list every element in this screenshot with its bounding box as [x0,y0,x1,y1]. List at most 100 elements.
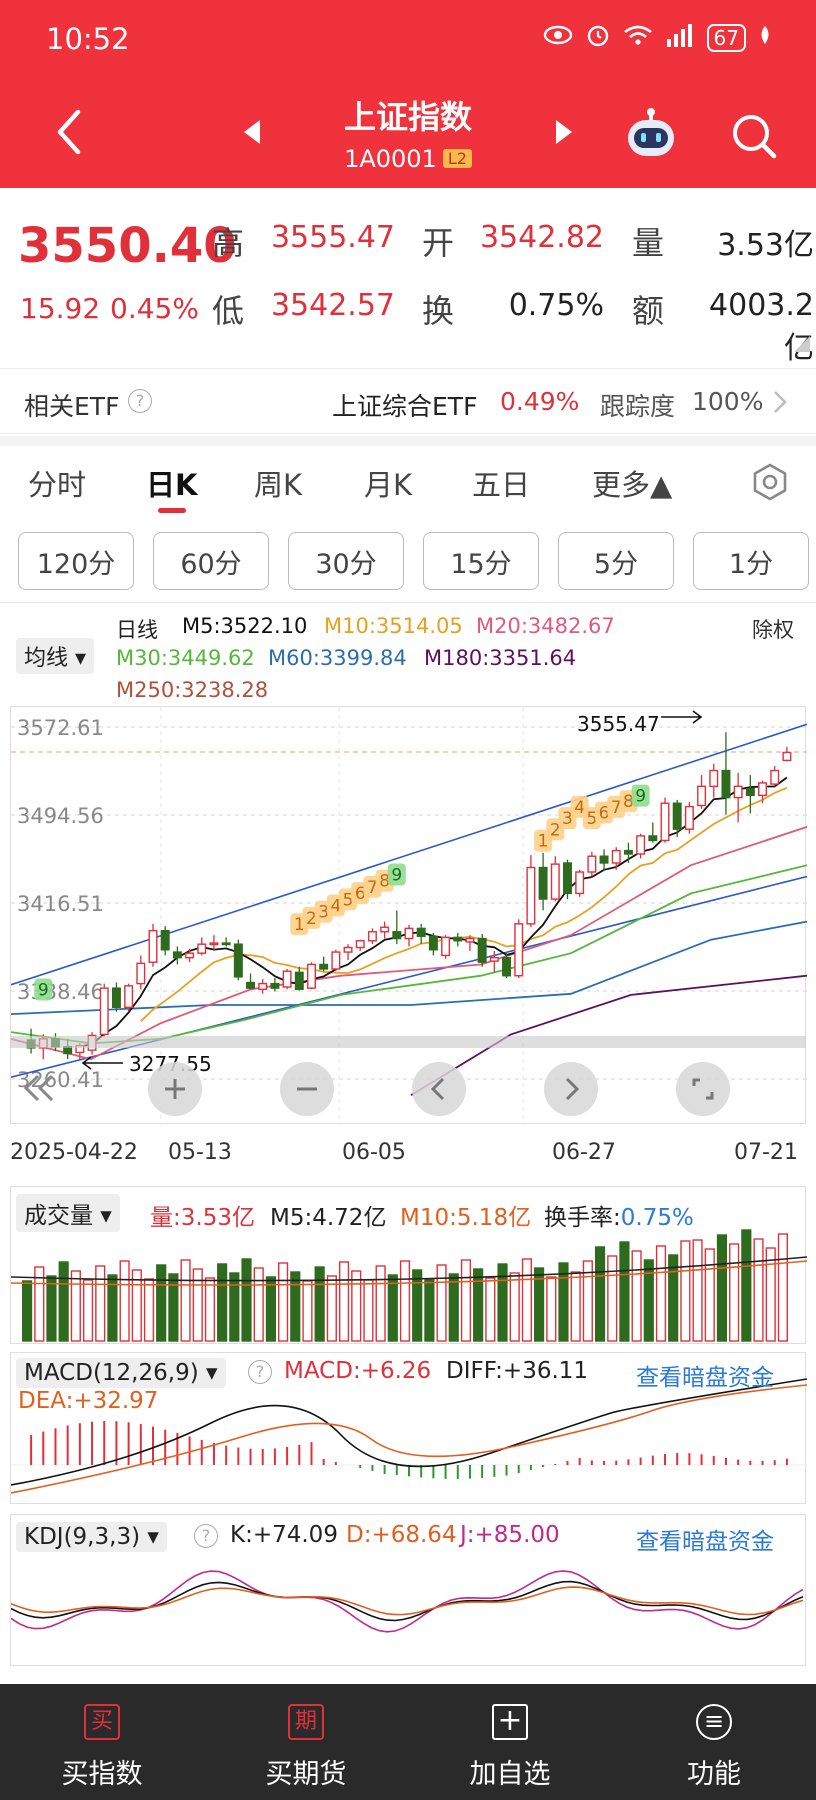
volume-bar-up [436,1264,447,1342]
period-tab-5min[interactable]: 5分 [558,532,674,590]
fullscreen-button[interactable] [676,1062,730,1116]
volume-value: 3.53亿 [717,228,814,263]
tab-daily-k[interactable]: 日K [146,468,198,502]
chart-type-tabs: 分时 日K 周K 月K 五日 更多▲ [0,452,816,522]
volume-bar-up [338,1261,350,1342]
volume-bar-up [655,1245,667,1342]
nav-buy-futures-label: 买期货 [265,1759,347,1790]
tab-monthly-k[interactable]: 月K [364,468,413,502]
candle-down [623,849,633,855]
macd-selector[interactable]: MACD(12,26,9) ▾ [16,1358,226,1388]
count-label: 7 [367,878,378,898]
kdj-chart[interactable] [10,1515,807,1667]
period-tab-15min[interactable]: 15分 [423,532,539,590]
tab-more[interactable]: 更多▲ [592,468,673,502]
volume-bar-up [582,1260,593,1342]
macd-dark-pool-link[interactable]: 查看暗盘资金 [636,1365,774,1391]
chart-scroll-bar[interactable] [10,1036,806,1048]
price-change-pct: 0.45% [110,292,199,325]
volume-selector[interactable]: 成交量 ▾ [16,1194,120,1232]
next-index-button[interactable] [552,118,576,146]
volume-bar-up [570,1271,581,1342]
double-chevron-left-icon [23,1074,54,1102]
nav-functions[interactable]: ≡ 功能 [612,1684,816,1800]
macd-chart-panel[interactable] [10,1352,808,1505]
battery-indicator: 67 [706,24,746,52]
low-value: 3542.57 [270,288,395,323]
kdj-chart-panel[interactable] [10,1514,806,1666]
candle-up [770,769,780,785]
nav-add-watchlist[interactable]: + 加自选 [408,1684,612,1800]
volume-bar-up [753,1238,764,1342]
robot-assistant-button[interactable] [622,106,680,160]
volume-bar-up [692,1239,703,1342]
macd-chart[interactable] [10,1353,808,1505]
kdj-help-icon[interactable]: ? [194,1524,218,1548]
volume-bar-up [302,1280,313,1342]
volume-bar-up [34,1266,45,1342]
zoom-in-button[interactable] [148,1062,202,1116]
turnover-label: 换 [422,292,455,330]
candle-up [733,785,743,799]
ma10-line [140,786,788,1022]
period-tab-120min[interactable]: 120分 [18,532,134,590]
tab-weekly-k[interactable]: 周K [254,468,303,502]
etf-name: 上证综合ETF [332,392,478,421]
volume-bar-down [46,1275,57,1342]
open-label: 开 [422,224,455,262]
etf-help-icon[interactable]: ? [128,389,152,413]
candle-down [233,943,243,978]
volume-bar-down [265,1276,276,1342]
buy-icon: 买 [84,1704,120,1740]
volume-m10: M10:5.18亿 [400,1205,532,1231]
period-tab-1min[interactable]: 1分 [693,532,809,590]
period-tab-60min[interactable]: 60分 [153,532,269,590]
volume-chart-panel[interactable] [10,1186,808,1345]
count-label: 1 [538,832,549,852]
macd-diff-line [10,1378,808,1486]
volume-chart[interactable] [10,1187,808,1345]
expand-corner-icon[interactable] [794,336,810,352]
kdj-dark-pool-link[interactable]: 查看暗盘资金 [636,1529,774,1555]
tab-five-day[interactable]: 五日 [472,468,531,502]
volume-bar-up [521,1258,532,1342]
kdj-selector[interactable]: KDJ(9,3,3) ▾ [16,1522,167,1552]
ma-line-type: 日线 [116,618,158,642]
volume-bar-up [460,1259,472,1342]
related-etf-row[interactable]: 相关ETF ? 上证综合ETF 0.49% 跟踪度 100% [0,368,816,434]
volume-bar-down [594,1246,606,1342]
nav-buy-index[interactable]: 买 买指数 [0,1684,204,1800]
adjust-mode[interactable]: 除权 [752,618,794,642]
count-label: 6 [599,804,610,824]
candle-up [124,985,134,1009]
volume-ma5-line [10,1256,808,1282]
candle-down [562,862,572,895]
candle-down [477,937,487,963]
volume-bar-down [107,1274,118,1342]
back-arrow-icon [57,109,81,155]
macd-help-icon[interactable]: ? [248,1360,272,1384]
search-button[interactable] [730,112,778,160]
x-tick-5: 07-21 [734,1140,798,1165]
prev-index-button[interactable] [240,118,264,146]
back-button[interactable] [52,108,92,156]
volume-bar-down [229,1272,240,1342]
tracking-label: 跟踪度 [600,392,676,421]
volume-bar-up [82,1279,94,1342]
tab-intraday[interactable]: 分时 [28,468,87,502]
candle-up [782,751,792,762]
section-divider [0,436,816,446]
candle-up [306,963,316,989]
zoom-out-button[interactable] [280,1062,334,1116]
ma-selector[interactable]: 均线 ▾ [16,638,95,674]
nav-buy-futures[interactable]: 期 买期货 [204,1684,408,1800]
candle-up [258,982,268,990]
scroll-to-start-button[interactable] [18,1066,62,1114]
volume-bar-down [290,1271,301,1342]
period-tab-30min[interactable]: 30分 [288,532,404,590]
volume-bar-down [58,1261,69,1342]
scroll-left-button[interactable] [412,1062,466,1116]
chart-settings-button[interactable] [750,462,790,502]
scroll-right-button[interactable] [544,1062,598,1116]
volume-current: 量:3.53亿 [150,1205,255,1231]
